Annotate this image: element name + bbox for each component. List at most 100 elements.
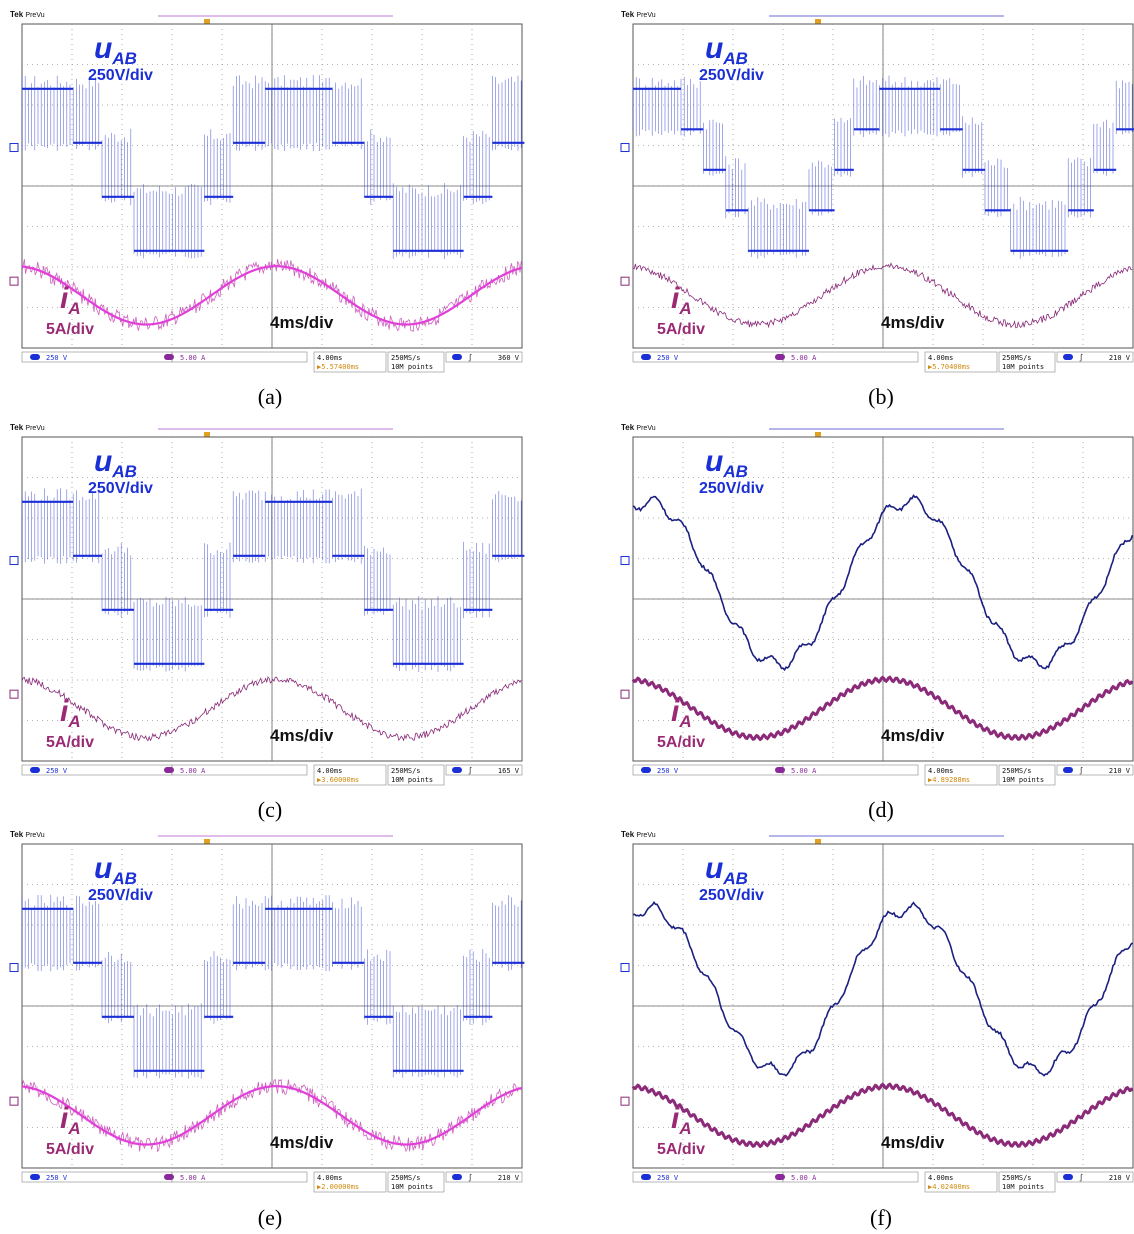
trigger-badge [1063,1174,1073,1180]
ch3-badge [775,1174,785,1180]
voltage-levels [22,87,525,252]
trigger-status-box [445,764,523,776]
current-scale-label: 5A/div [657,1141,705,1158]
ch3-badge [164,354,174,360]
ch1-marker [620,143,630,153]
record-length: 10M points [391,1183,433,1191]
record-length: 10M points [391,363,433,371]
timebase-label: 4ms/div [270,313,334,332]
caption-b: (b) [868,384,894,409]
acquisition-status-box [387,764,445,786]
scope-brand-label: Tek PreVu [10,830,45,839]
voltage-scale-label: 250V/div [88,480,153,497]
trigger-slope-icon: ∫ [468,766,472,775]
sample-rate: 250MS/s [391,1174,421,1182]
current-fundamental [21,1085,523,1146]
acquisition-status-box [998,1171,1056,1193]
sample-rate: 250MS/s [1002,1174,1032,1182]
voltage-trace [21,894,525,1079]
sample-rate: 250MS/s [391,354,421,362]
ch3-scale: 5.00 A [180,767,206,775]
ch3-badge [775,354,785,360]
trigger-badge [452,1174,462,1180]
timebase-label: 4ms/div [881,726,945,745]
trigger-position-icon [815,839,821,845]
timebase-label: 4ms/div [881,1133,945,1152]
scope-brand-label: Tek PreVu [10,423,45,432]
ch3-marker [620,689,630,699]
voltage-levels [633,87,1134,252]
scope-panel-b: Tek PreVu uAB 250V/div iA 5A/div 4ms/div 250 V… [619,8,1134,374]
voltage-levels [22,907,525,1072]
record-length: 10M points [1002,363,1044,371]
delay-value: ▶4.02400ms [928,1183,970,1191]
voltage-scale-label: 250V/div [88,67,153,84]
timebase-value: 4.00ms [928,1174,953,1182]
voltage-scale-label: 250V/div [699,67,764,84]
current-trace [21,676,522,742]
trigger-badge [1063,354,1073,360]
ch3-marker [620,1096,630,1106]
scope-panel-a: Tek PreVu uAB 250V/div iA 5A/div 4ms/div 250 V… [8,8,532,374]
trigger-level: 210 V [1109,1174,1131,1182]
voltage-levels [22,500,525,665]
voltage-pwm-pulses [21,894,522,1079]
voltage-pwm-pulses [21,75,522,259]
current-fundamental [21,265,523,326]
scope-brand-label: Tek PreVu [621,10,656,19]
timebase-status-box [313,1171,387,1193]
voltage-trace [632,901,1134,1077]
trigger-status-box [445,1171,523,1183]
trigger-badge [452,767,462,773]
ch1-marker [620,556,630,566]
trigger-level: 210 V [1109,354,1131,362]
caption-e: (e) [257,1205,283,1230]
ch3-badge [164,1174,174,1180]
timebase-value: 4.00ms [928,354,953,362]
ch3-scale: 5.00 A [791,1174,817,1182]
current-scale-label: 5A/div [46,734,94,751]
trigger-slope-icon: ∫ [1079,353,1083,362]
record-length: 10M points [1002,776,1044,784]
timebase-status-box [924,764,998,786]
current-trace [21,259,522,332]
trigger-level: 210 V [498,1174,520,1182]
voltage-trace [21,75,525,259]
ch1-badge [30,1174,40,1180]
delay-value: ▶3.60000ms [317,776,359,784]
ch1-marker [9,963,19,973]
scope-panel-c: Tek PreVu uAB 250V/div iA 5A/div 4ms/div 250 V… [8,421,532,787]
timebase-value: 4.00ms [317,767,342,775]
ch3-badge [775,767,785,773]
ch1-status-box [21,351,173,363]
ch1-scale: 250 V [657,1174,679,1182]
voltage-trace [632,494,1134,672]
ch1-badge [641,354,651,360]
ch1-status-box [632,351,784,363]
ch1-scale: 250 V [46,354,68,362]
timebase-status-box [313,764,387,786]
delay-value: ▶5.70400ms [928,363,970,371]
trigger-status-box [1056,1171,1134,1183]
current-scale-label: 5A/div [46,321,94,338]
ch3-scale: 5.00 A [180,354,206,362]
ch1-status-box [21,764,173,776]
trigger-status-box [445,351,523,363]
voltage-scale-label: 250V/div [699,887,764,904]
timebase-status-box [924,1171,998,1193]
delay-value: ▶2.00000ms [317,1183,359,1191]
delay-value: ▶5.57400ms [317,363,359,371]
voltage-pwm-pulses [21,488,522,672]
ch3-marker [9,689,19,699]
scope-brand-label: Tek PreVu [10,10,45,19]
timebase-status-box [924,351,998,373]
trigger-position-icon [815,432,821,438]
sample-rate: 250MS/s [1002,354,1032,362]
trigger-badge [1063,767,1073,773]
timebase-value: 4.00ms [928,767,953,775]
current-trace [631,1082,1134,1149]
